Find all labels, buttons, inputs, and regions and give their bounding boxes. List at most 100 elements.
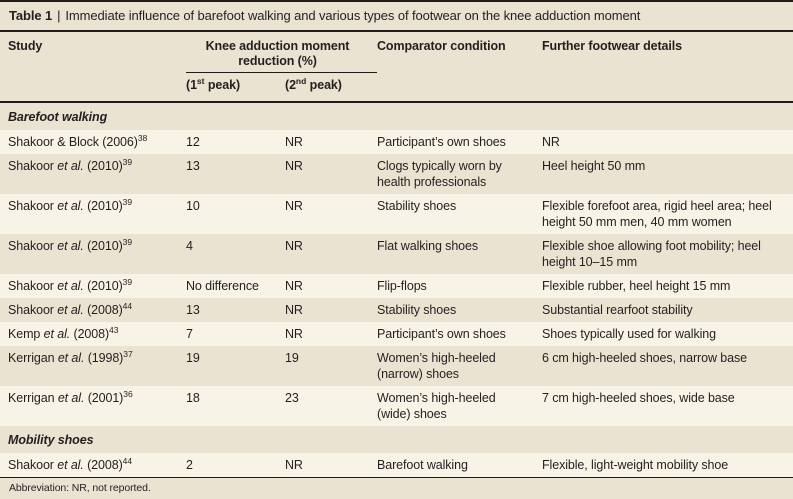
section-header-barefoot-walking: Barefoot walking (0, 101, 793, 130)
cell-peak2: NR (285, 134, 303, 149)
cell-study: Shakoor et al. (2008)44 (8, 455, 133, 472)
cell-comparator: Participant’s own shoes (377, 134, 506, 149)
column-header-comparator: Comparator condition (377, 31, 542, 103)
cell-study: Kemp et al. (2008)43 (8, 324, 119, 341)
reference-superscript: 36 (123, 388, 133, 399)
cell-study: Shakoor et al. (2010)39 (8, 276, 133, 293)
cell-peak2: NR (285, 158, 303, 173)
cell-peak1: No difference (186, 278, 259, 293)
cell-comparator: Flip-flops (377, 278, 427, 293)
ordinal-superscript: nd (295, 76, 307, 87)
table-row: Kemp et al. (2008)43 7 NR Participant’s … (0, 321, 793, 346)
cell-peak2: 23 (285, 390, 299, 405)
table-row: Shakoor et al. (2010)39 No difference NR… (0, 273, 793, 298)
reference-superscript: 39 (122, 276, 133, 287)
reference-superscript: 39 (122, 196, 133, 207)
cell-study: Kerrigan et al. (2001)36 (8, 388, 133, 405)
cell-study: Shakoor & Block (2006)38 (8, 132, 148, 149)
cell-peak1: 7 (186, 326, 193, 341)
cell-peak1: 10 (186, 198, 200, 213)
et-al-italic: et al. (57, 278, 84, 293)
top-rule-divider (0, 0, 793, 2)
reference-superscript: 44 (122, 300, 133, 311)
ordinal-superscript: st (196, 76, 205, 87)
cell-comparator: Flat walking shoes (377, 238, 479, 253)
cell-peak2: NR (285, 457, 303, 472)
et-al-italic: et al. (57, 302, 84, 317)
footnote-rule-divider (0, 476, 793, 478)
table-number-label: Table 1 (9, 8, 53, 23)
cell-peak1: 12 (186, 134, 200, 149)
cell-peak2: NR (285, 238, 303, 253)
cell-comparator: Women’s high-heeled (narrow) shoes (377, 350, 496, 381)
cell-comparator: Women’s high-heeled (wide) shoes (377, 390, 496, 421)
table-row: Shakoor et al. (2010)39 13 NR Clogs typi… (0, 153, 793, 194)
section-label: Barefoot walking (8, 109, 108, 124)
table-row: Kerrigan et al. (1998)37 19 19 Women’s h… (0, 345, 793, 386)
cell-peak2: NR (285, 278, 303, 293)
cell-details: 7 cm high-heeled shoes, wide base (542, 390, 735, 405)
title-rule-divider (0, 29, 793, 32)
data-table: Study Knee adduction moment reduction (%… (0, 31, 793, 477)
reference-superscript: 37 (123, 348, 133, 359)
table-row: Shakoor & Block (2006)38 12 NR Participa… (0, 129, 793, 154)
cell-details: Heel height 50 mm (542, 158, 646, 173)
reference-superscript: 39 (122, 236, 133, 247)
et-al-italic: et al. (57, 350, 85, 365)
cell-comparator: Participant’s own shoes (377, 326, 506, 341)
table-title: Table 1 | Immediate influence of barefoot … (0, 2, 793, 30)
cell-peak1: 18 (186, 390, 200, 405)
cell-peak1: 2 (186, 457, 193, 472)
cell-details: Shoes typically used for walking (542, 326, 716, 341)
section-label: Mobility shoes (8, 432, 94, 447)
cell-peak1: 4 (186, 238, 193, 253)
cell-study: Shakoor et al. (2008)44 (8, 300, 133, 317)
table-header: Study Knee adduction moment reduction (%… (0, 31, 793, 103)
abbreviation-footnote: Abbreviation: NR, not reported. (9, 481, 151, 494)
cell-study: Kerrigan et al. (1998)37 (8, 348, 133, 365)
cell-comparator: Clogs typically worn by health professio… (377, 158, 502, 189)
column-header-study: Study (0, 31, 186, 103)
table-row: Shakoor et al. (2008)44 13 NR Stability … (0, 297, 793, 322)
section-header-mobility-shoes: Mobility shoes (0, 425, 793, 453)
table-body: Barefoot walking Shakoor & Block (2006)3… (0, 101, 793, 477)
cell-peak2: NR (285, 326, 303, 341)
et-al-italic: et al. (57, 158, 84, 173)
cell-comparator: Stability shoes (377, 302, 457, 317)
et-al-italic: et al. (57, 457, 84, 472)
reference-superscript: 38 (137, 132, 148, 143)
cell-peak1: 13 (186, 158, 200, 173)
et-al-italic: et al. (57, 198, 84, 213)
et-al-italic: et al. (57, 238, 84, 253)
cell-details: 6 cm high-heeled shoes, narrow base (542, 350, 747, 365)
column-header-peak2: (2nd peak) (285, 72, 377, 103)
table-title-text: Immediate influence of barefoot walking … (65, 8, 641, 23)
table-row: Shakoor et al. (2010)39 4 NR Flat walkin… (0, 233, 793, 274)
reference-superscript: 39 (122, 156, 133, 167)
reference-superscript: 43 (109, 324, 119, 335)
column-header-details: Further footwear details (542, 31, 793, 103)
table-row: Kerrigan et al. (2001)36 18 23 Women’s h… (0, 385, 793, 426)
column-header-kam-group: Knee adduction moment reduction (%) (186, 31, 377, 74)
cell-details: Flexible rubber, heel height 15 mm (542, 278, 731, 293)
table-row: Shakoor et al. (2008)44 2 NR Barefoot wa… (0, 452, 793, 477)
cell-details: Flexible, light-weight mobility shoe (542, 457, 729, 472)
table-footer: Abbreviation: NR, not reported. (0, 476, 793, 499)
cell-peak2: NR (285, 302, 303, 317)
cell-peak1: 19 (186, 350, 200, 365)
table-row: Shakoor et al. (2010)39 10 NR Stability … (0, 193, 793, 234)
cell-peak2: NR (285, 198, 303, 213)
title-separator: | (57, 8, 61, 23)
cell-study: Shakoor et al. (2010)39 (8, 156, 133, 173)
cell-details: Flexible shoe allowing foot mobility; he… (542, 238, 761, 269)
column-header-peak1: (1st peak) (186, 72, 285, 103)
cell-peak1: 13 (186, 302, 200, 317)
et-al-italic: et al. (57, 390, 85, 405)
cell-comparator: Barefoot walking (377, 457, 468, 472)
cell-peak2: 19 (285, 350, 299, 365)
cell-details: Substantial rearfoot stability (542, 302, 693, 317)
cell-comparator: Stability shoes (377, 198, 457, 213)
cell-details: Flexible forefoot area, rigid heel area;… (542, 198, 772, 229)
cell-details: NR (542, 134, 560, 149)
